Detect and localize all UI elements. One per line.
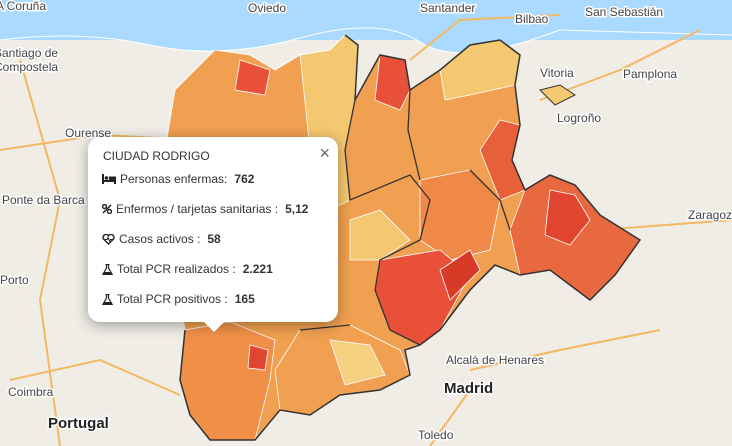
bed-icon — [102, 174, 116, 184]
row-label: Total PCR realizados : — [117, 262, 236, 276]
place-label: Zaragoza — [688, 208, 732, 222]
popup-row: Total PCR positivos : 165 — [102, 292, 255, 306]
place-label: Porto — [0, 273, 29, 287]
place-label: Toledo — [418, 428, 454, 442]
place-label: Santander — [420, 1, 475, 15]
popup-row: Personas enfermas: 762 — [102, 172, 254, 186]
place-label: Pamplona — [623, 67, 677, 81]
region-border — [179, 34, 642, 441]
popup-row: Casos activos : 58 — [102, 232, 221, 246]
place-label: Madrid — [444, 380, 493, 397]
coast-line — [0, 27, 732, 54]
row-label: Enfermos / tarjetas sanitarias : — [116, 202, 279, 216]
popup-row: Enfermos / tarjetas sanitarias : 5,12 — [102, 202, 308, 216]
row-value: 58 — [207, 232, 221, 246]
enclave — [539, 84, 576, 106]
row-label: Total PCR positivos : — [117, 292, 228, 306]
popup: CIUDAD RODRIGO × Personas enfermas: 762 E… — [88, 137, 338, 332]
place-label: Alcalá de Henares — [446, 353, 544, 367]
popup-tail — [204, 322, 224, 332]
place-label: Bilbao — [515, 12, 549, 26]
popup-row: Total PCR realizados : 2.221 — [102, 262, 273, 276]
heart-icon — [102, 233, 115, 245]
close-button[interactable]: × — [319, 143, 330, 163]
place-label: Portugal — [48, 415, 109, 432]
percent-icon — [102, 204, 112, 214]
coast — [0, 0, 732, 53]
flask-icon — [102, 293, 113, 305]
row-label: Personas enfermas: — [120, 172, 228, 186]
flask-icon — [102, 263, 113, 275]
place-label: Compostela — [0, 60, 58, 74]
place-label: Oviedo — [248, 1, 286, 15]
place-label: Coimbra — [8, 385, 54, 399]
place-label: Logroño — [557, 111, 601, 125]
place-label: Vitoria — [540, 66, 574, 80]
place-label: A Coruña — [0, 0, 46, 13]
place-label: Santiago de — [0, 46, 58, 60]
region — [164, 34, 641, 441]
row-value: 762 — [234, 172, 255, 186]
row-label: Casos activos : — [119, 232, 201, 246]
row-value: 5,12 — [285, 202, 309, 216]
row-value: 165 — [234, 292, 255, 306]
place-label: San Sebastián — [585, 5, 663, 19]
row-value: 2.221 — [242, 262, 273, 276]
popup-title: CIUDAD RODRIGO — [103, 149, 210, 163]
place-label: Ponte da Barca — [2, 193, 85, 207]
